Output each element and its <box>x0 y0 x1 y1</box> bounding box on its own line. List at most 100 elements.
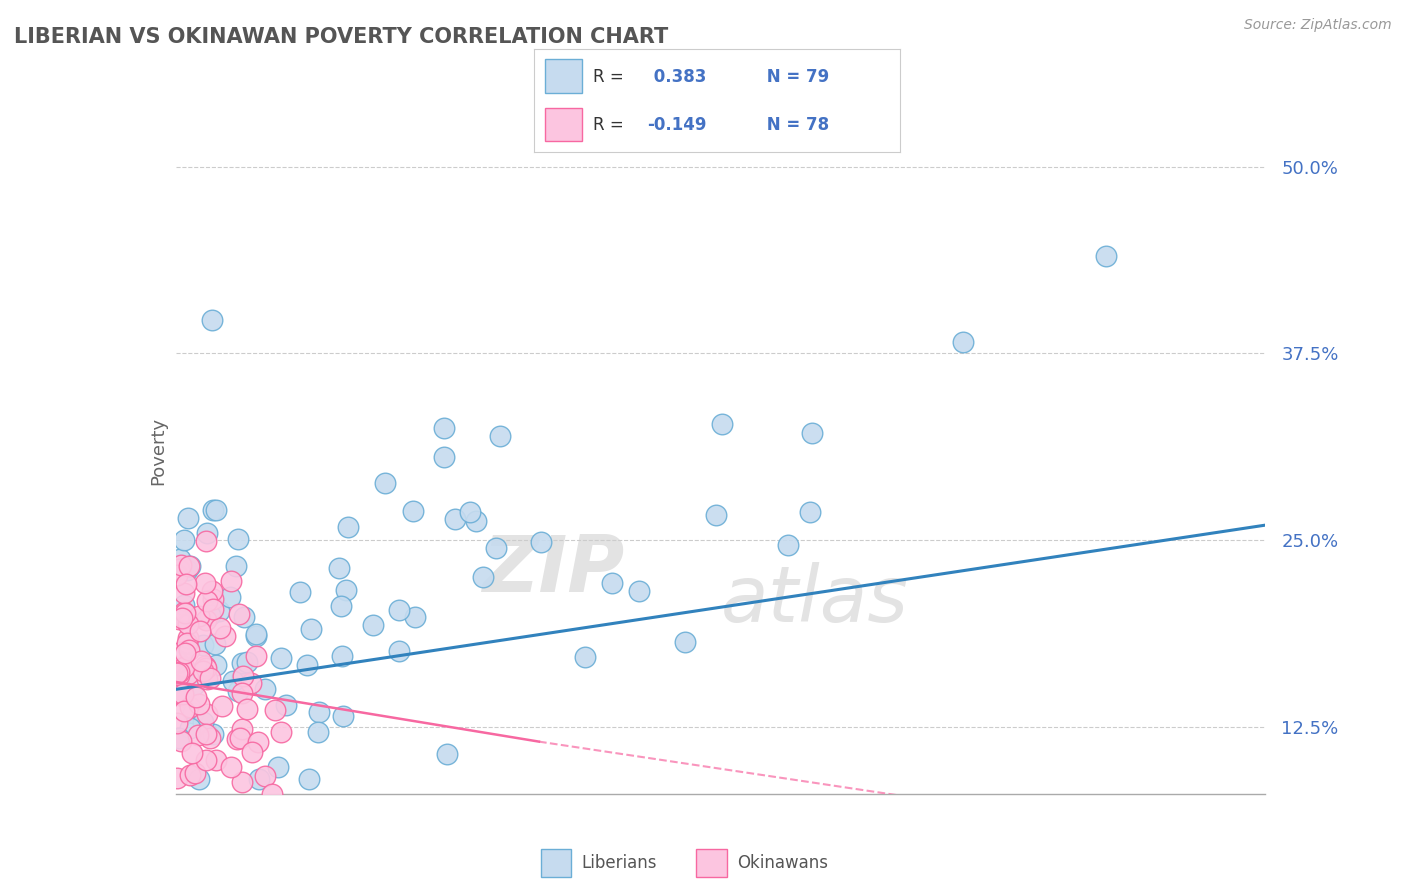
Text: Source: ZipAtlas.com: Source: ZipAtlas.com <box>1244 18 1392 32</box>
Point <box>336 520 359 534</box>
Point <box>704 508 727 522</box>
Point <box>202 592 225 607</box>
Point <box>166 567 188 582</box>
Bar <box>546 59 582 93</box>
Point <box>211 699 233 714</box>
Point <box>332 709 354 723</box>
Point <box>226 532 249 546</box>
Point <box>600 576 623 591</box>
Point <box>574 650 596 665</box>
Point <box>388 603 411 617</box>
Point <box>167 612 190 626</box>
Point <box>174 577 197 591</box>
Bar <box>546 108 582 141</box>
Point <box>201 584 224 599</box>
Point <box>170 645 193 659</box>
Point <box>169 551 191 566</box>
Point <box>187 729 209 743</box>
Point <box>195 726 218 740</box>
Point <box>184 690 207 704</box>
Point <box>444 511 467 525</box>
Point <box>169 731 191 745</box>
Point <box>276 698 298 712</box>
Point <box>711 417 734 431</box>
Point <box>776 538 799 552</box>
Point <box>433 421 456 435</box>
Point <box>173 533 195 547</box>
Point <box>167 655 190 669</box>
Point <box>245 648 267 663</box>
Point <box>247 772 270 786</box>
Point <box>433 450 456 465</box>
Point <box>299 622 322 636</box>
Text: R =: R = <box>593 68 628 86</box>
Point <box>221 759 243 773</box>
Point <box>201 312 224 326</box>
Point <box>190 654 212 668</box>
Point <box>236 702 259 716</box>
Point <box>195 594 218 608</box>
Point <box>194 753 217 767</box>
Point <box>254 681 277 696</box>
Point <box>239 675 262 690</box>
Point <box>179 721 201 735</box>
Point <box>170 687 193 701</box>
Point <box>228 684 250 698</box>
Point <box>194 576 217 591</box>
Point <box>458 506 481 520</box>
Point <box>198 671 221 685</box>
Text: atlas: atlas <box>721 562 908 638</box>
Point <box>231 686 253 700</box>
Point <box>198 608 221 623</box>
Point <box>174 646 197 660</box>
Point <box>173 585 195 599</box>
Text: LIBERIAN VS OKINAWAN POVERTY CORRELATION CHART: LIBERIAN VS OKINAWAN POVERTY CORRELATION… <box>14 27 668 46</box>
Point <box>172 687 194 701</box>
Point <box>194 613 217 627</box>
Point <box>464 514 486 528</box>
Point <box>195 533 218 548</box>
Point <box>228 607 250 621</box>
Point <box>270 725 292 739</box>
Point <box>219 574 242 588</box>
Point <box>402 504 425 518</box>
Point <box>232 668 254 682</box>
Point <box>361 618 384 632</box>
Point <box>173 705 195 719</box>
Point <box>245 627 267 641</box>
Point <box>246 734 269 748</box>
Point <box>195 672 218 686</box>
Point <box>530 535 553 549</box>
Point <box>267 760 290 774</box>
Point <box>191 639 214 653</box>
Point <box>225 732 247 747</box>
Point <box>204 753 226 767</box>
Point <box>208 604 231 618</box>
Point <box>176 563 198 577</box>
Point <box>197 706 219 721</box>
Point <box>181 706 204 721</box>
Point <box>177 617 200 632</box>
Point <box>188 609 211 624</box>
Point <box>801 426 824 441</box>
Point <box>201 502 224 516</box>
Point <box>1094 249 1116 263</box>
Point <box>254 769 277 783</box>
Point <box>177 643 200 657</box>
Point <box>195 727 218 741</box>
Point <box>179 559 201 574</box>
Point <box>240 745 263 759</box>
Point <box>263 703 285 717</box>
Point <box>181 747 204 761</box>
Point <box>436 747 458 761</box>
Point <box>208 621 231 635</box>
Point <box>179 768 201 782</box>
Point <box>387 644 409 658</box>
Point <box>173 599 195 613</box>
Point <box>374 476 396 491</box>
Point <box>166 715 188 730</box>
Point <box>177 511 200 525</box>
Point <box>193 715 215 730</box>
Point <box>245 629 267 643</box>
Point <box>673 635 696 649</box>
